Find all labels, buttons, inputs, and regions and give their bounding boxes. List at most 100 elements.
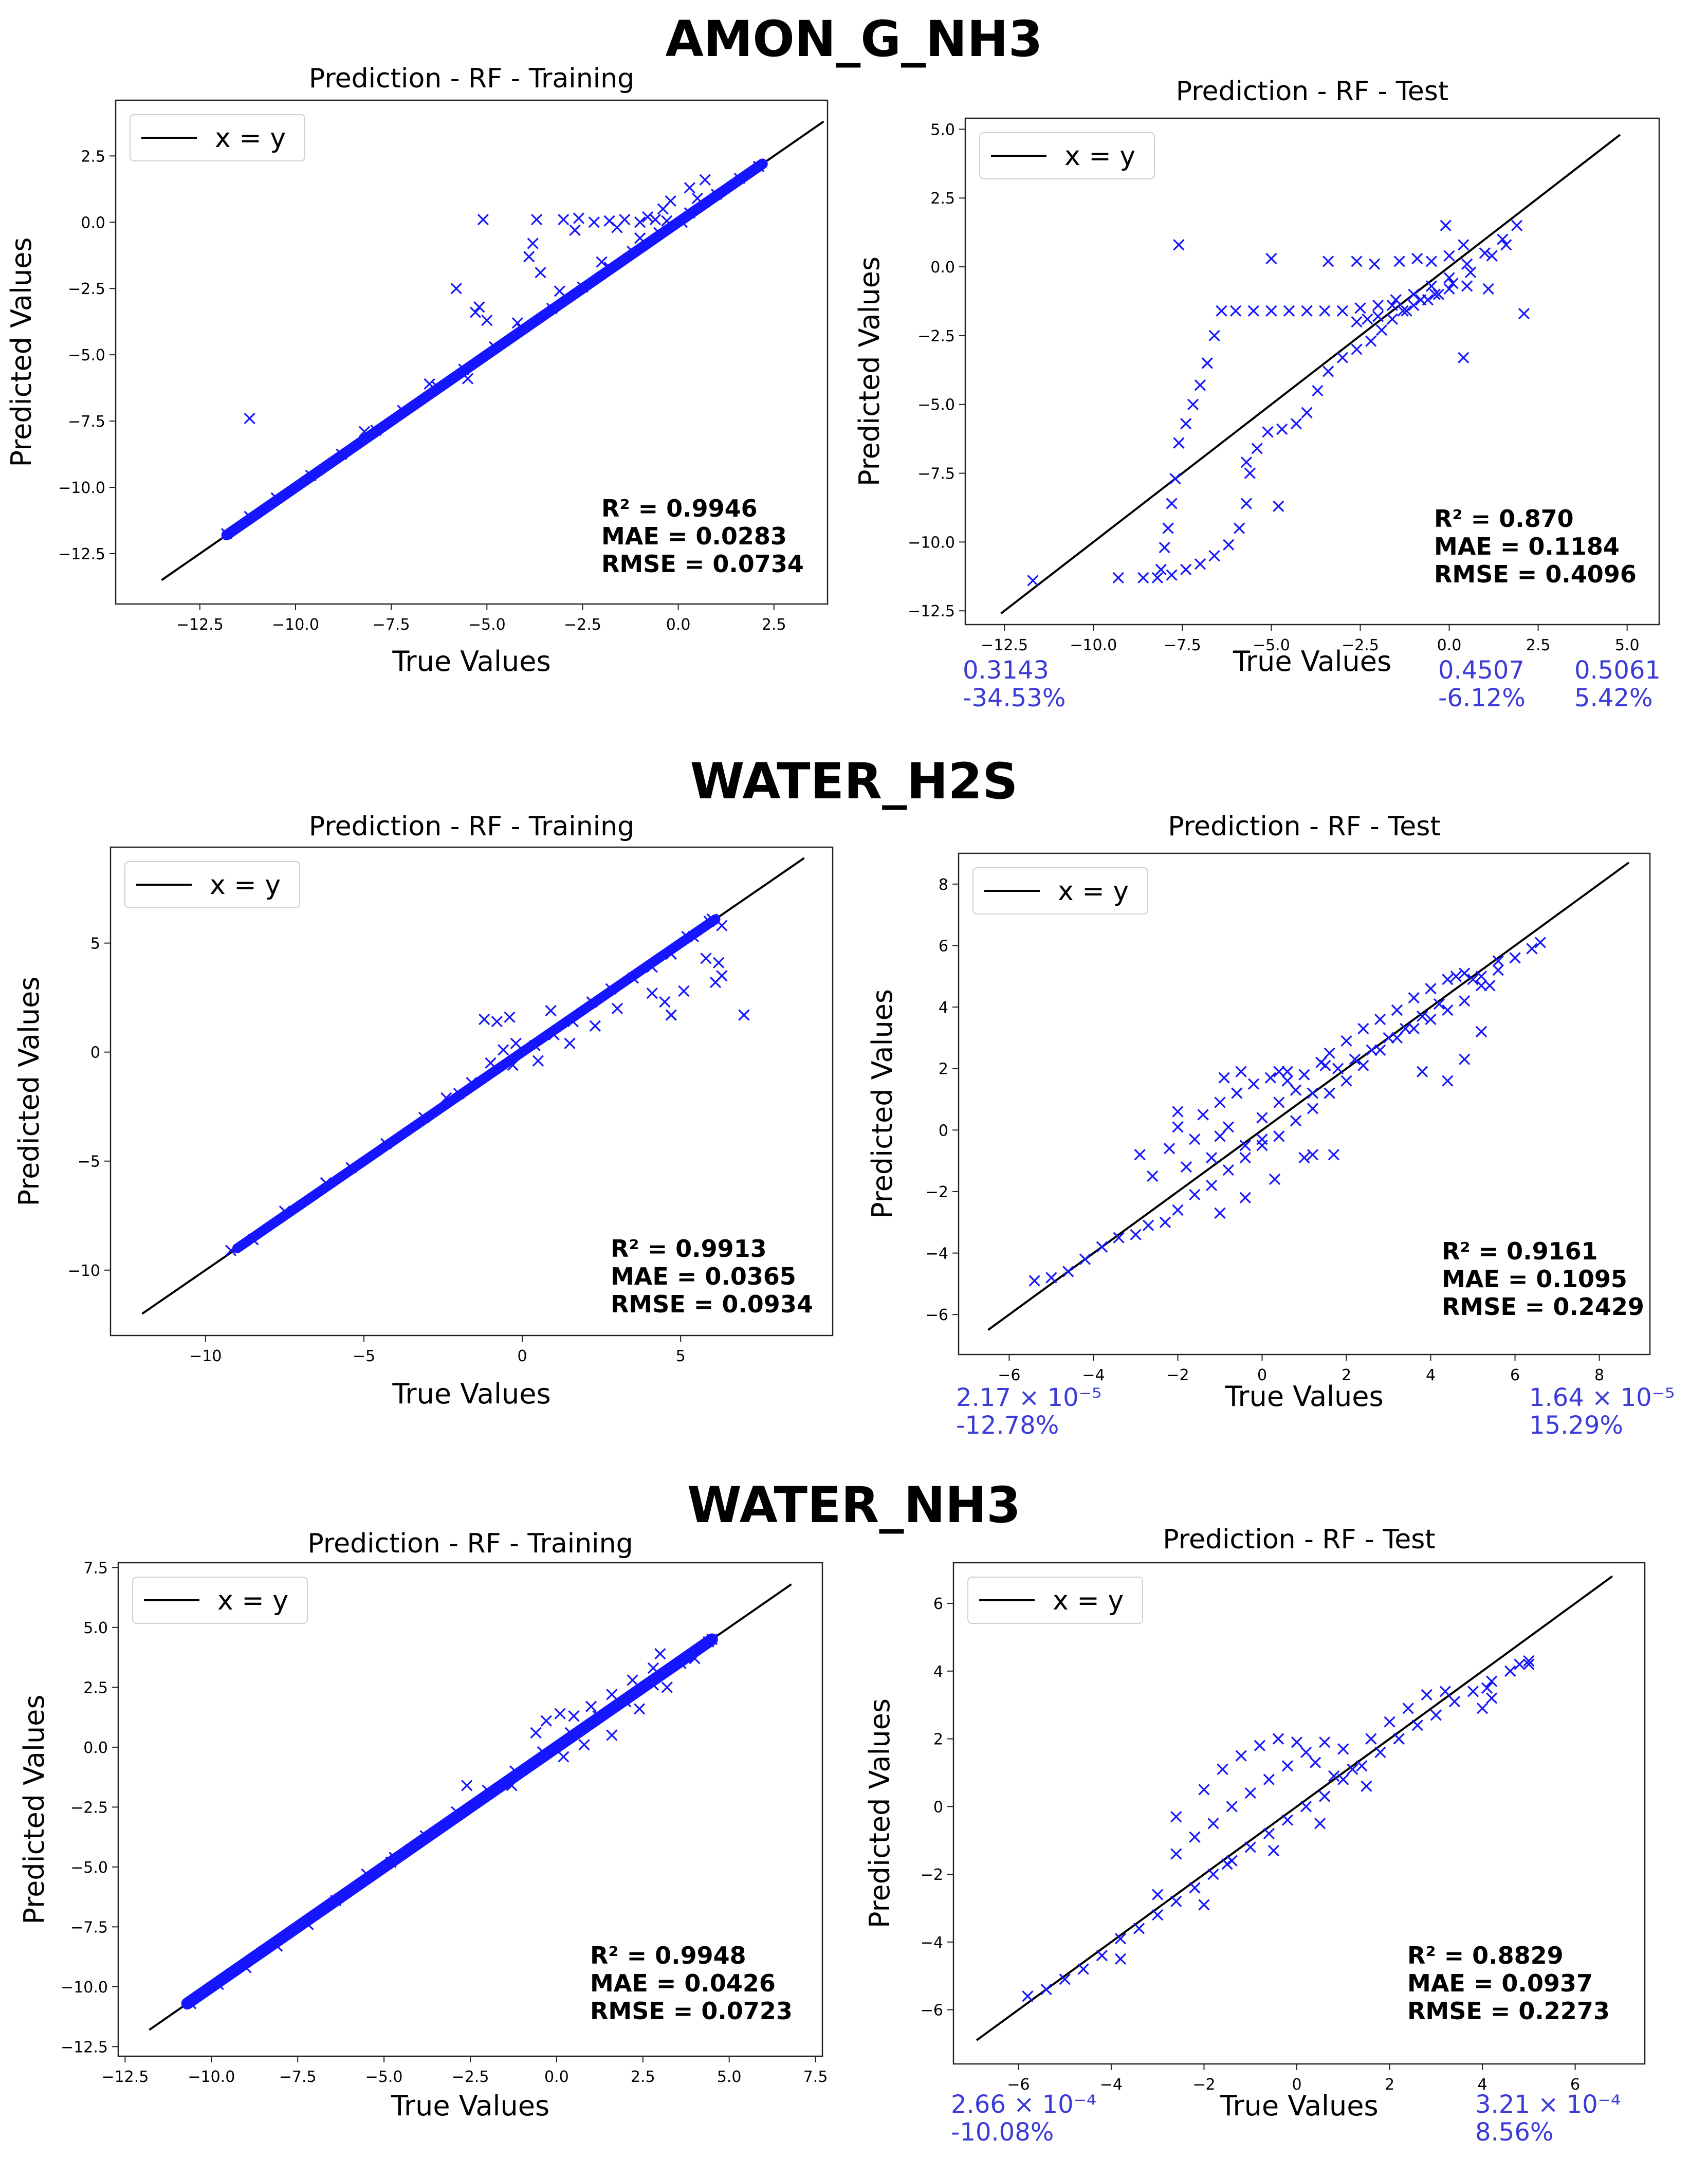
- stat-rmse: RMSE = 0.0723: [590, 1997, 793, 2025]
- data-point: [1170, 1895, 1182, 1907]
- annotation-percent: -6.12%: [1438, 684, 1526, 712]
- x-axis-label: True Values: [1224, 1380, 1383, 1413]
- data-point: [1027, 575, 1039, 587]
- data-point: [1189, 1882, 1201, 1894]
- data-point: [752, 160, 765, 173]
- data-point: [569, 224, 581, 236]
- data-point: [1205, 1152, 1218, 1164]
- data-point: [713, 957, 725, 968]
- x-tick-label: −7.5: [279, 2068, 317, 2086]
- data-point: [1045, 1272, 1057, 1284]
- data-point: [419, 1830, 431, 1842]
- data-point: [479, 1013, 490, 1026]
- axes-frame: [952, 1562, 1646, 2065]
- data-point: [1301, 305, 1313, 317]
- data-point: [1147, 1170, 1159, 1182]
- data-point: [1180, 418, 1192, 430]
- data-point: [1319, 1790, 1331, 1802]
- y-tick-label: −10.0: [61, 1979, 108, 1997]
- data-point: [1180, 1161, 1192, 1173]
- data-point: [1467, 974, 1479, 985]
- section-title-water-h2s: WATER_H2S: [690, 753, 1018, 810]
- data-point: [1337, 1773, 1349, 1785]
- data-point: [1476, 1703, 1489, 1714]
- stat-mae: MAE = 0.1184: [1434, 533, 1620, 560]
- x-tick-label: −4: [1100, 2076, 1123, 2094]
- data-point: [1383, 1032, 1394, 1044]
- data-point: [1336, 352, 1348, 363]
- axes-frame: [115, 99, 829, 605]
- data-point: [1314, 1818, 1326, 1830]
- x-tick-label: −10: [189, 1347, 222, 1365]
- data-point: [530, 213, 543, 226]
- data-point: [1357, 1059, 1369, 1071]
- data-point: [1497, 233, 1509, 245]
- x-axis-label: True Values: [392, 645, 550, 678]
- data-point: [1347, 1763, 1358, 1775]
- y-tick-label: −10.0: [58, 479, 105, 497]
- y-tick-label: −5: [78, 1153, 100, 1171]
- x-tick-label: −10.0: [1070, 636, 1117, 654]
- data-point: [1096, 1950, 1108, 1962]
- data-point: [1062, 1266, 1074, 1277]
- data-point: [1429, 288, 1441, 300]
- y-tick-label: 5.0: [930, 121, 955, 139]
- data-point: [1112, 572, 1124, 584]
- data-point: [1208, 550, 1220, 562]
- legend-box: [130, 114, 305, 161]
- data-point: [1351, 316, 1363, 328]
- data-point: [1500, 239, 1512, 251]
- annotation-percent: 8.56%: [1475, 2118, 1553, 2147]
- x-tick-label: 2: [1342, 1366, 1351, 1384]
- data-point: [1169, 473, 1181, 485]
- data-point: [530, 1727, 542, 1739]
- stat-rmse: RMSE = 0.0734: [601, 550, 804, 578]
- y-tick-label: −7.5: [70, 1918, 108, 1936]
- x-axis-label: True Values: [392, 1378, 550, 1410]
- x-tick-label: 6: [1510, 1366, 1520, 1384]
- chart-water-h2s-test: −6 −4 −2 0 2 4 6 8 −6 −4 −2 0 2 4 6 8 x = y Prediction - …: [866, 811, 1675, 1440]
- data-point: [700, 953, 712, 964]
- y-tick-label: 0: [90, 1044, 100, 1062]
- data-point: [661, 215, 673, 227]
- x-tick-label: 5.0: [717, 2068, 742, 2086]
- data-point: [1307, 1149, 1319, 1161]
- y-tick-label: −2.5: [70, 1799, 108, 1817]
- chart-title: Prediction - RF - Test: [1168, 811, 1440, 842]
- data-point: [665, 195, 676, 207]
- y-axis-label: Predicted Values: [853, 257, 886, 486]
- data-point: [1263, 1773, 1275, 1785]
- data-point: [1208, 330, 1220, 342]
- data-point: [1189, 1831, 1201, 1843]
- data-point: [659, 996, 671, 1008]
- y-tick-label: −2: [921, 1866, 943, 1884]
- data-point: [646, 987, 658, 999]
- data-point: [1374, 1044, 1386, 1056]
- data-point: [1408, 992, 1420, 1004]
- chart-water-h2s-training: −10 −5 0 5 −10 −5 0 5 x = y Prediction - RF - Tra…: [13, 811, 834, 1410]
- annotation-value: 2.66 × 10⁻⁴: [951, 2090, 1096, 2119]
- data-point: [1349, 1053, 1361, 1065]
- data-point: [1281, 1760, 1294, 1772]
- data-point: [1231, 1087, 1243, 1099]
- data-point: [1268, 1844, 1279, 1857]
- data-point: [485, 1057, 497, 1069]
- x-tick-label: −7.5: [373, 616, 410, 634]
- data-point: [1247, 305, 1259, 317]
- data-point: [345, 1162, 357, 1174]
- data-point: [1151, 572, 1163, 584]
- x-tick-label: 0.0: [1437, 636, 1462, 654]
- data-point: [627, 972, 639, 984]
- data-point: [558, 213, 570, 226]
- x-tick-label: −2.5: [452, 2068, 489, 2086]
- x-tick-label: 0: [1257, 1366, 1267, 1384]
- data-point: [527, 237, 539, 249]
- data-point: [1239, 1152, 1251, 1164]
- data-point: [627, 1674, 638, 1686]
- stat-mae: MAE = 0.0426: [590, 1969, 776, 1997]
- data-point: [1504, 1665, 1516, 1677]
- data-point: [1142, 1219, 1154, 1231]
- data-point: [573, 212, 585, 224]
- y-tick-label: −12.5: [58, 545, 105, 563]
- data-point: [1201, 357, 1213, 369]
